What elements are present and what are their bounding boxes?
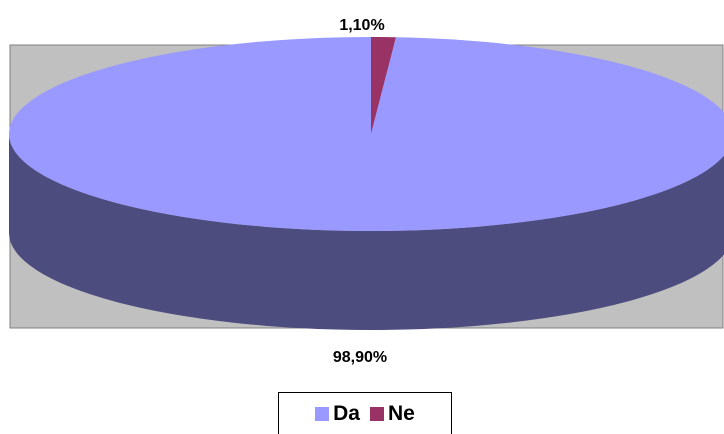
data-label-ne: 1,10% bbox=[339, 17, 384, 34]
legend-label-ne: Ne bbox=[388, 401, 415, 425]
pie-sides bbox=[9, 134, 724, 330]
legend-label-da: Da bbox=[333, 401, 360, 425]
legend-swatch-da bbox=[315, 406, 330, 421]
legend-item-ne: Ne bbox=[370, 402, 415, 426]
pie-slice-ne bbox=[371, 37, 396, 134]
legend-swatch-ne bbox=[370, 406, 384, 421]
legend-item-da: Da bbox=[315, 402, 360, 426]
pie-side-da bbox=[9, 134, 724, 330]
pie-tops bbox=[9, 37, 724, 231]
data-label-da: 98,90% bbox=[333, 349, 387, 366]
pie-slice-da bbox=[9, 37, 724, 231]
legend: Da Ne bbox=[278, 392, 452, 434]
